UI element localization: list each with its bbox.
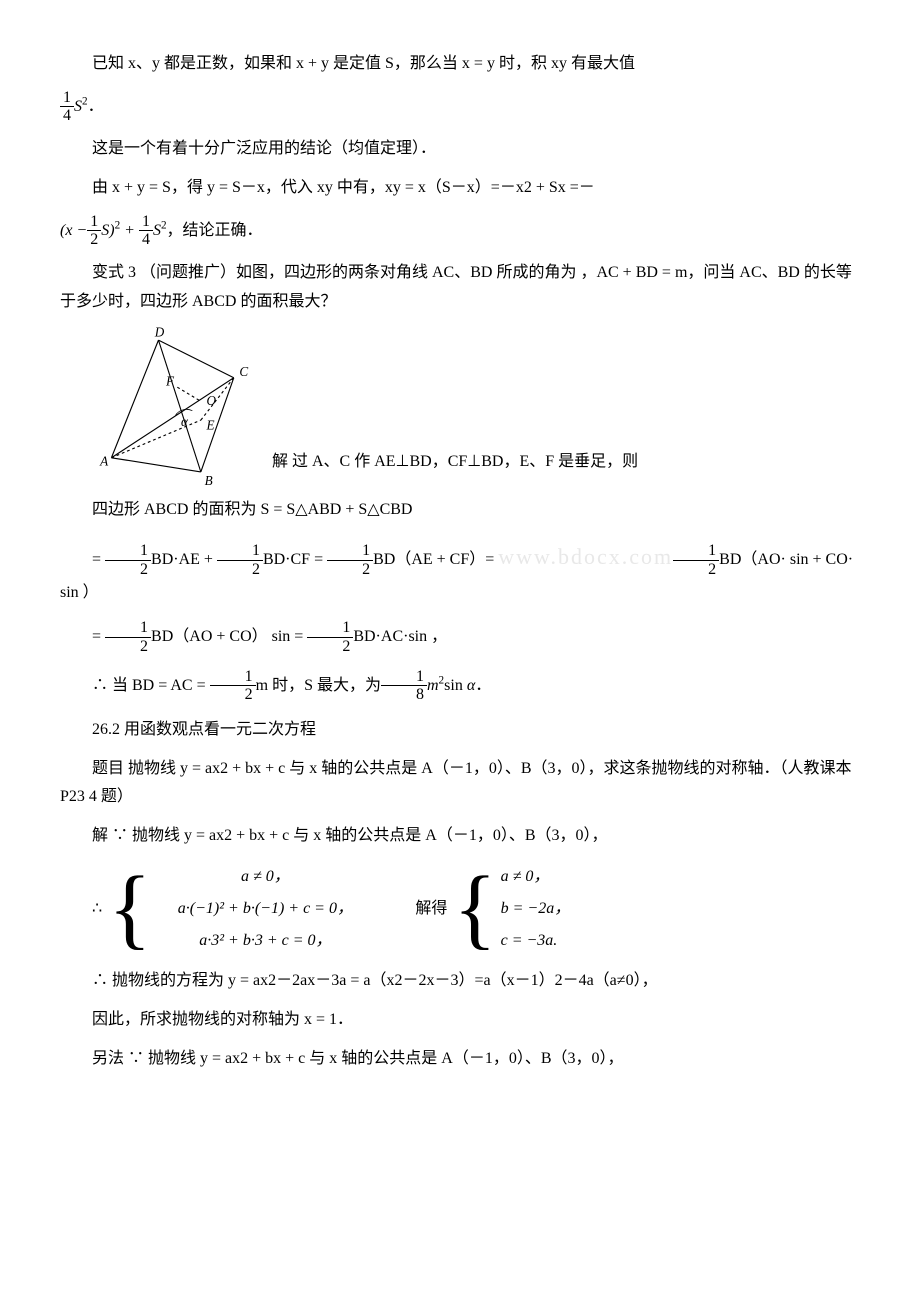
- para-7: 题目 抛物线 y = ax2 + bx + c 与 x 轴的公共点是 A（－1，…: [60, 755, 860, 813]
- svg-text:O: O: [206, 393, 216, 408]
- para-3-tail: ，结论正确．: [167, 221, 263, 238]
- frac-quarter-2: 14: [139, 213, 153, 249]
- para-1-text-a: 已知 x、y 都是正数，如果和 x + y 是定值 S，那么当 x = y 时，…: [92, 55, 635, 72]
- sys2-l3: c = −3a.: [501, 925, 571, 957]
- sys1-l3: a·3² + b·3 + c = 0，: [155, 925, 375, 957]
- watermark: www.bdocx.com: [498, 544, 673, 569]
- left-brace-2: {: [453, 864, 496, 954]
- frac-e1-3: 12: [327, 542, 373, 578]
- para-1: 已知 x、y 都是正数，如果和 x + y 是定值 S，那么当 x = y 时，…: [60, 50, 860, 79]
- frac-e2-1: 12: [105, 619, 151, 655]
- frac-1-4: 1 4: [60, 89, 74, 125]
- para-4: 变式 3 （问题推广）如图，四边形的两条对角线 AC、BD 所成的角为 ，AC …: [60, 259, 860, 317]
- para-8: 解 ∵ 抛物线 y = ax2 + bx + c 与 x 轴的公共点是 A（－1…: [60, 822, 860, 851]
- eq-line-1: = 12BD·AE + 12BD·CF = 12BD（AE + CF）= www…: [60, 537, 860, 607]
- svg-text:E: E: [205, 418, 214, 433]
- system-1: a ≠ 0， a·(−1)² + b·(−1) + c = 0， a·3² + …: [155, 861, 375, 957]
- left-brace-1: {: [108, 864, 151, 954]
- eq-line-2: = 12BD（AO + CO） sin = 12BD·AC·sin ，: [60, 619, 860, 655]
- frac-e3-1: 12: [210, 668, 256, 704]
- sys2-l2: b = −2a，: [501, 893, 571, 925]
- diagram-svg: A B C D OE Fα: [92, 326, 272, 486]
- expr-a: (x −: [60, 221, 87, 238]
- quadrilateral-diagram: A B C D OE Fα: [92, 326, 272, 486]
- sys1-l2: a·(−1)² + b·(−1) + c = 0，: [155, 893, 375, 925]
- svg-text:F: F: [165, 374, 175, 389]
- therefore-1: ∴: [92, 895, 102, 924]
- svg-text:B: B: [205, 473, 213, 486]
- para-2: 这是一个有着十分广泛应用的结论（均值定理）．: [60, 135, 860, 164]
- para-1b: 1 4 S2．: [60, 89, 860, 125]
- section-heading: 26.2 用函数观点看一元二次方程: [60, 716, 860, 745]
- frac-e1-1: 12: [105, 542, 151, 578]
- frac-e2-2: 12: [307, 619, 353, 655]
- para-9: ∴ 抛物线的方程为 y = ax2－2ax－3a = a（x2－2x－3）=a（…: [60, 967, 860, 996]
- equation-systems: ∴ { a ≠ 0， a·(−1)² + b·(−1) + c = 0， a·3…: [92, 861, 860, 957]
- svg-text:D: D: [154, 326, 165, 339]
- period: ．: [88, 98, 104, 115]
- frac-e1-2: 12: [217, 542, 263, 578]
- sys1-l1: a ≠ 0，: [155, 861, 375, 893]
- diagram-row: A B C D OE Fα 解 过 A、C 作 AE⊥BD，CF⊥BD，E、F 是垂足，则: [92, 326, 860, 486]
- para-3a: 由 x + y = S，得 y = S－x，代入 xy 中有，xy = x（S－…: [60, 174, 860, 203]
- expr-b: S): [101, 221, 114, 238]
- eq-line-3: ∴ 当 BD = AC = 12m 时，S 最大，为18m2sin α．: [60, 668, 860, 704]
- sys2-l1: a ≠ 0，: [501, 861, 571, 893]
- para-3b: (x −12S)2 + 14S2，结论正确．: [60, 213, 860, 249]
- system-2: a ≠ 0， b = −2a， c = −3a.: [501, 861, 571, 957]
- para-10: 因此，所求抛物线的对称轴为 x = 1．: [60, 1006, 860, 1035]
- S-var: S: [74, 98, 82, 115]
- frac-half-1: 12: [87, 213, 101, 249]
- svg-text:α: α: [181, 414, 189, 429]
- expr-c: +: [120, 221, 139, 238]
- diagram-caption: 解 过 A、C 作 AE⊥BD，CF⊥BD，E、F 是垂足，则: [272, 448, 638, 487]
- svg-text:A: A: [99, 454, 109, 469]
- para-11: 另法 ∵ 抛物线 y = ax2 + bx + c 与 x 轴的公共点是 A（－…: [60, 1045, 860, 1074]
- para-3-text: 由 x + y = S，得 y = S－x，代入 xy 中有，xy = x（S－…: [92, 179, 595, 196]
- solve-label: 解得: [415, 895, 447, 924]
- para-6: 四边形 ABCD 的面积为 S = S△ABD + S△CBD: [60, 496, 860, 525]
- expr-d: S: [153, 221, 161, 238]
- svg-text:C: C: [239, 364, 248, 379]
- frac-e1-4: 12: [673, 542, 719, 578]
- frac-e3-2: 18: [381, 668, 427, 704]
